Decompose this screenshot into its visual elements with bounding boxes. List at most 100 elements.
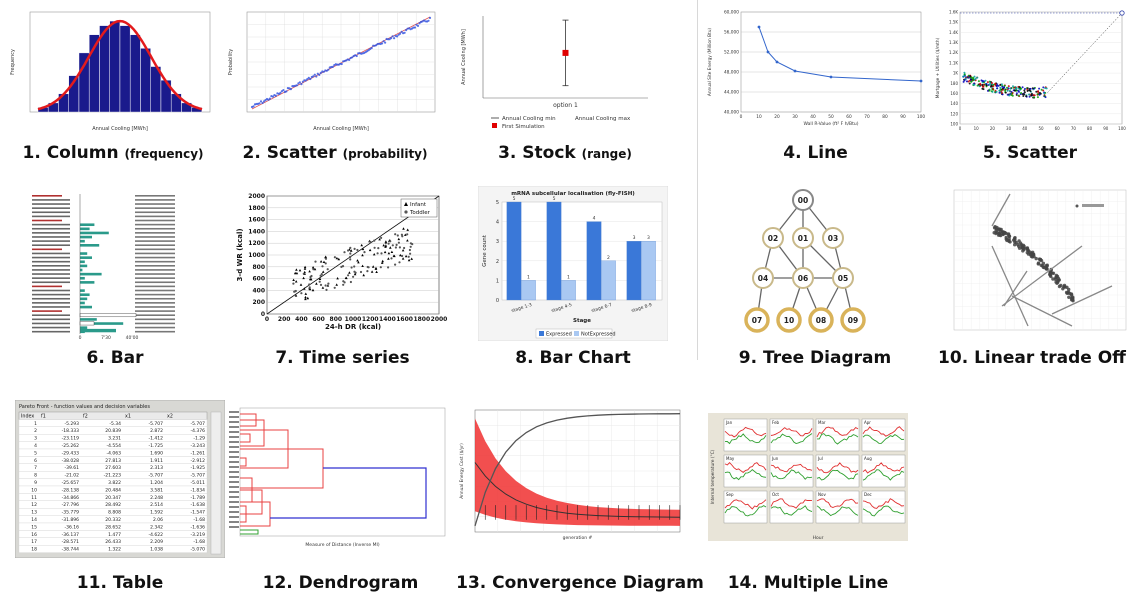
- scatter-point: [1014, 89, 1017, 92]
- caption-text: 2. Scatter: [242, 143, 337, 163]
- table-cell: -25.262: [62, 443, 80, 449]
- tree-node: [752, 267, 774, 289]
- y-tick-label: 1.4K: [949, 30, 958, 35]
- x-tick-label: 1200: [362, 316, 379, 323]
- probability-point: [413, 26, 417, 29]
- thumb-linear-trade-off[interactable]: 10. Linear trade Off: [932, 186, 1132, 368]
- legend-label: NotExpressed: [581, 332, 616, 338]
- row-note: [135, 211, 175, 214]
- table-cell: -1.547: [190, 510, 205, 516]
- bar-segment: [80, 318, 97, 321]
- y-tick-label: 52,000: [724, 50, 739, 56]
- toddler-point: [394, 263, 397, 266]
- scatter-point: [984, 79, 987, 82]
- probability-point: [300, 83, 303, 86]
- caption-text: 9. Tree Diagram: [738, 348, 892, 368]
- scatter-point: [968, 79, 971, 82]
- thumb-bar-chart[interactable]: mRNA subcellular localisation (fly-FISH)…: [478, 186, 668, 368]
- series-line: [816, 469, 859, 481]
- toddler-point: [394, 233, 397, 236]
- thumb-multiple-line[interactable]: Jan Feb Mar Apr May Jun Jul Aug Sep Oct Nov Dec Hour…: [708, 413, 908, 600]
- toddler-point: [407, 255, 410, 258]
- toddler-point: [401, 254, 404, 258]
- tree-node-label: 08: [816, 316, 826, 325]
- thumb-dendrogram[interactable]: Measure of Distance (Inverse MI) 12. Den…: [228, 406, 453, 600]
- table-cell: 2: [34, 428, 37, 434]
- toddler-point: [380, 252, 383, 255]
- thumb-stock-range[interactable]: option 1 Annual Cooling [MWh] Annual Cooli…: [455, 6, 675, 166]
- column-header: Index: [21, 413, 34, 419]
- legend-label: First Simulation: [502, 124, 545, 130]
- probability-point: [298, 81, 301, 84]
- tree-node: [808, 307, 834, 333]
- infant-point: [361, 253, 364, 257]
- series-line: [862, 434, 905, 444]
- toddler-point: [353, 265, 356, 268]
- scatter-point: [1006, 93, 1009, 96]
- thumb-line[interactable]: 40,000 44,000 48,000 52,000 56,000 60,000 0 10 2…: [703, 6, 928, 166]
- infant-point: [321, 286, 325, 289]
- caption-text: 3. Stock: [498, 143, 576, 163]
- legend-swatch: [574, 331, 579, 336]
- table-cell: 3.822: [108, 480, 121, 486]
- thumb-bar[interactable]: 0 7'30 40'00 6. Bar: [20, 190, 210, 368]
- convergence-chart: generation # Annual Energy Cost ($/yr): [459, 409, 681, 541]
- open-bar: [79, 321, 95, 326]
- leaf-label: [229, 411, 239, 413]
- caption-trade-off: 10. Linear trade Off: [932, 348, 1132, 368]
- bar-segment: [80, 276, 85, 280]
- thumb-convergence[interactable]: generation # Annual Energy Cost ($/yr) 13…: [455, 406, 705, 600]
- infant-point: [384, 240, 388, 243]
- trade-off-point: [1054, 275, 1059, 279]
- table-cell: -31.896: [62, 517, 80, 523]
- table-cell: 27.603: [105, 465, 121, 471]
- probability-point: [312, 75, 315, 78]
- bar-segment: [80, 328, 116, 333]
- caption-text: 14. Multiple Line: [727, 573, 889, 593]
- y-tick-label: 1.5K: [949, 20, 958, 25]
- scatter-point: [1007, 85, 1010, 88]
- bar-segment: [80, 227, 90, 231]
- x-tick-label: 200: [278, 316, 291, 323]
- infant-point: [303, 270, 306, 274]
- scatter-point: [1043, 92, 1046, 95]
- y-tick-label: 400: [252, 287, 265, 294]
- infant-point: [356, 259, 359, 262]
- trade-off-point: [1067, 295, 1071, 299]
- x-tick-label: 80: [882, 114, 888, 120]
- scatter-point: [987, 89, 989, 92]
- thumb-column-frequency[interactable]: Annual Cooling [MWh] Frequency 1. Column …: [8, 6, 218, 166]
- thumb-tree-diagram[interactable]: 10 00 02 01 03 04 06 05 07 08 09 9. Tree Diagram: [735, 182, 895, 368]
- thumb-scatter[interactable]: 100 120 140 160 180 1K 1.1K 1.2K 1.3K 1.4K 1.5K 1.6…: [930, 6, 1130, 166]
- trade-off-point: [1056, 278, 1061, 282]
- toddler-point: [373, 246, 376, 249]
- scatter-point: [1040, 88, 1043, 91]
- thumb-table[interactable]: Pareto Front - function values and decis…: [15, 400, 225, 600]
- row-note: [135, 314, 175, 317]
- y-tick-label: 48,000: [724, 70, 739, 76]
- scatter-point: [1031, 87, 1034, 90]
- scatter-point: [1020, 92, 1023, 94]
- bar-segment: [80, 235, 92, 239]
- toddler-point: [324, 262, 327, 265]
- x-tick-label: 1000: [345, 316, 362, 323]
- table-cell: 4: [34, 443, 37, 449]
- caption-tree: 9. Tree Diagram: [735, 348, 895, 368]
- table-cell: -21.02: [64, 473, 79, 479]
- y-tick-label: 1.6K: [949, 10, 958, 15]
- scatter-point: [980, 79, 983, 82]
- series-line: [770, 463, 813, 473]
- thumb-time-series[interactable]: 0 200 400 600 800 1000 1200 1400 1600 1800 2000 0 20…: [235, 190, 450, 368]
- caption-table: 11. Table: [15, 573, 225, 593]
- table-cell: 1: [34, 421, 37, 427]
- thumb-scatter-probability[interactable]: Annual Cooling [MWh] Probability 2. Scatt…: [225, 6, 445, 166]
- legend-label: [1082, 204, 1104, 207]
- row-note: [135, 252, 175, 255]
- trade-off-point: [1005, 238, 1009, 243]
- x-tick-label: 70: [1071, 126, 1077, 131]
- table-cell: -5.707: [190, 473, 205, 479]
- probability-point: [316, 72, 319, 75]
- infant-point: [382, 244, 385, 247]
- caption-bar-chart: 8. Bar Chart: [478, 348, 668, 368]
- panel-title: Nov: [818, 492, 826, 497]
